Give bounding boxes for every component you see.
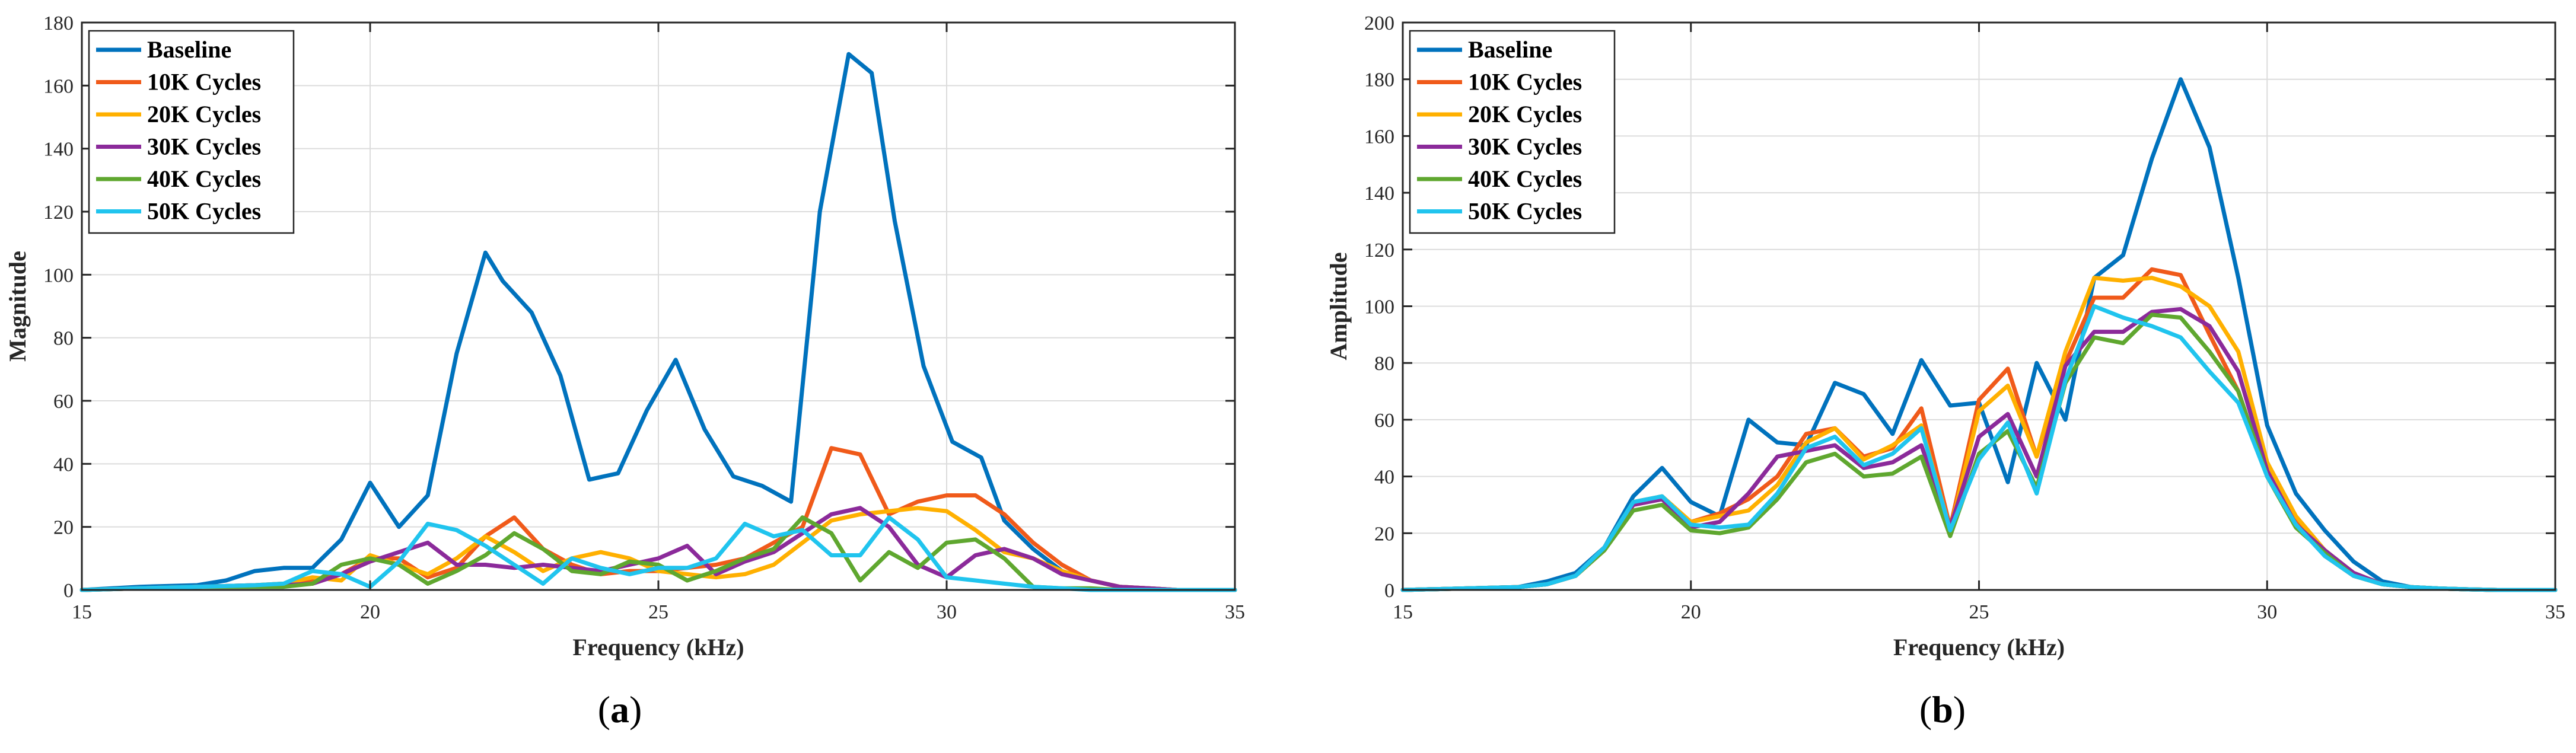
- x-tick-label: 35: [1225, 601, 1245, 623]
- legend-entry: 50K Cycles: [1468, 198, 1582, 225]
- y-tick-label: 20: [53, 517, 74, 539]
- chart-panel-a: 15 20 25 30 35 0 20 40 60 80 100 120 140 160 180 Freque…: [4, 12, 1245, 730]
- y-tick-label: 20: [1374, 523, 1394, 545]
- x-tick-label: 30: [2257, 601, 2277, 623]
- y-tick-label: 80: [53, 328, 74, 350]
- y-tick-label: 180: [43, 12, 74, 34]
- y-axis-label: Magnitude: [4, 251, 31, 362]
- legend-entry: Baseline: [1468, 36, 1552, 63]
- x-axis-label: Frequency (kHz): [572, 634, 744, 661]
- x-tick-label: 15: [72, 601, 92, 623]
- y-axis-label: Amplitude: [1325, 252, 1352, 360]
- series-line-baseline: [79, 52, 1237, 592]
- y-tick-label: 80: [1374, 353, 1394, 375]
- legend-box: [1409, 30, 1616, 234]
- y-tick-label: 60: [53, 391, 74, 413]
- x-tick-label: 15: [1393, 601, 1413, 623]
- y-tick-label: 160: [43, 75, 74, 97]
- y-tick-label: 140: [1364, 183, 1394, 205]
- y-tick-label: 60: [1374, 410, 1394, 432]
- panel-label: (b): [1919, 688, 1966, 730]
- series-line-30k-cycles: [1400, 307, 2558, 592]
- legend: Baseline 10K Cycles 20K Cycles 30K Cycles 40…: [88, 30, 295, 234]
- x-tick-label: 20: [360, 601, 380, 623]
- x-tick-label: 20: [1681, 601, 1701, 623]
- y-tick-label: 120: [1364, 240, 1394, 261]
- x-axis-label: Frequency (kHz): [1893, 634, 2065, 661]
- x-tick-label: 30: [937, 601, 957, 623]
- series-line-50k-cycles: [79, 515, 1237, 592]
- y-tick-label: 140: [43, 139, 74, 161]
- x-tick-label: 25: [1969, 601, 1989, 623]
- y-tick-label: 40: [53, 454, 74, 476]
- series-line-50k-cycles: [1400, 304, 2558, 592]
- legend-entry: 10K Cycles: [1468, 69, 1582, 95]
- legend-entry: 30K Cycles: [1468, 133, 1582, 160]
- legend-entry: 30K Cycles: [147, 133, 261, 160]
- y-tick-label: 200: [1364, 12, 1394, 34]
- legend-entry: 10K Cycles: [147, 69, 261, 95]
- y-tick-label: 160: [1364, 126, 1394, 148]
- y-tick-label: 100: [1364, 296, 1394, 318]
- legend-entry: 20K Cycles: [1468, 101, 1582, 127]
- y-tick-label: 0: [63, 580, 74, 602]
- panel-label: (a): [598, 688, 642, 730]
- legend-entry: 20K Cycles: [147, 101, 261, 127]
- y-tick-label: 100: [43, 264, 74, 286]
- legend-entry: 40K Cycles: [1468, 165, 1582, 192]
- x-tick-label: 25: [648, 601, 668, 623]
- legend-entry: 50K Cycles: [147, 198, 261, 225]
- legend-entry: 40K Cycles: [147, 165, 261, 192]
- y-tick-label: 180: [1364, 69, 1394, 91]
- chart-panel-b: 15 20 25 30 35 0 20 40 60 80 100 120 140 160 180 200 Fre…: [1325, 12, 2565, 730]
- legend-box: [88, 30, 295, 234]
- y-tick-label: 40: [1374, 467, 1394, 489]
- y-tick-label: 0: [1384, 580, 1394, 602]
- y-tick-label: 120: [43, 202, 74, 224]
- legend-entry: Baseline: [147, 36, 231, 63]
- legend: Baseline 10K Cycles 20K Cycles 30K Cycles 40…: [1409, 30, 1616, 234]
- x-tick-label: 35: [2545, 601, 2565, 623]
